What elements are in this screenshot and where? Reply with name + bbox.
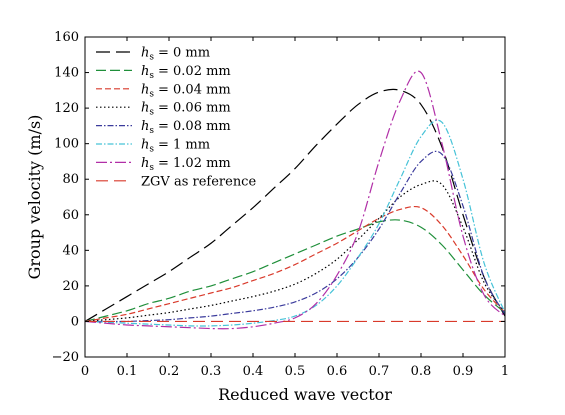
x-tick-label: 0.4	[243, 364, 264, 379]
legend: hs = 0 mm hs = 0.02 mm hs = 0.04 mm hs = 0.06 m…	[96, 46, 256, 189]
legend-symbol: hs	[141, 119, 154, 136]
y-tick-label: −20	[52, 350, 79, 365]
x-tick-label: 0.3	[201, 364, 222, 379]
series-line	[84, 219, 506, 323]
legend-label: = 0.08 mm	[158, 119, 231, 134]
legend-symbol: hs	[141, 64, 154, 81]
series-line	[84, 70, 506, 330]
legend-label: = 0.02 mm	[158, 64, 231, 79]
x-tick-label: 0	[81, 364, 89, 379]
y-axis-title: Group velocity (m/s)	[25, 115, 44, 280]
series-line	[84, 180, 506, 323]
series-line	[84, 205, 506, 323]
legend-symbol: hs	[141, 82, 154, 99]
plot-curves	[84, 70, 506, 330]
x-tick-label: 0.2	[159, 364, 180, 379]
legend-label: = 1.02 mm	[158, 156, 231, 171]
y-tick-label: 20	[62, 279, 79, 294]
legend-symbol: hs	[141, 138, 154, 155]
x-tick-label: 0.6	[327, 364, 348, 379]
x-tick-label: 0.9	[453, 364, 474, 379]
y-tick-label: 0	[71, 314, 79, 329]
x-tick-label: 0.5	[285, 364, 306, 379]
y-tick-label: 140	[54, 66, 79, 81]
legend-label: = 0.04 mm	[158, 82, 231, 97]
series-line	[84, 88, 506, 322]
legend-symbol: hs	[141, 156, 154, 173]
y-tick-label: 120	[54, 101, 79, 116]
legend-symbol: hs	[141, 46, 154, 63]
y-axis: −20 0 20 40 60 80 100 120 140 160	[52, 30, 505, 365]
y-tick-label: 40	[62, 243, 79, 258]
y-tick-label: 60	[62, 208, 79, 223]
y-tick-label: 160	[54, 30, 79, 45]
legend-label: = 0.06 mm	[158, 101, 231, 116]
legend-label: = 1 mm	[158, 138, 210, 153]
x-tick-label: 0.8	[411, 364, 432, 379]
series-line	[85, 150, 506, 323]
x-axis: 0 0.1 0.2 0.3 0.4 0.5 0.6 0.7 0.8 0.9 1	[81, 37, 509, 379]
y-tick-label: 80	[62, 172, 79, 187]
legend-label: = 0 mm	[158, 46, 210, 61]
legend-label: ZGV as reference	[141, 174, 256, 189]
legend-symbol: hs	[141, 101, 154, 118]
x-tick-label: 1	[501, 364, 509, 379]
y-tick-label: 100	[54, 137, 79, 152]
x-tick-label: 0.1	[117, 364, 138, 379]
x-axis-title: Reduced wave vector	[218, 385, 392, 404]
x-tick-label: 0.7	[369, 364, 390, 379]
series-line	[84, 119, 506, 327]
